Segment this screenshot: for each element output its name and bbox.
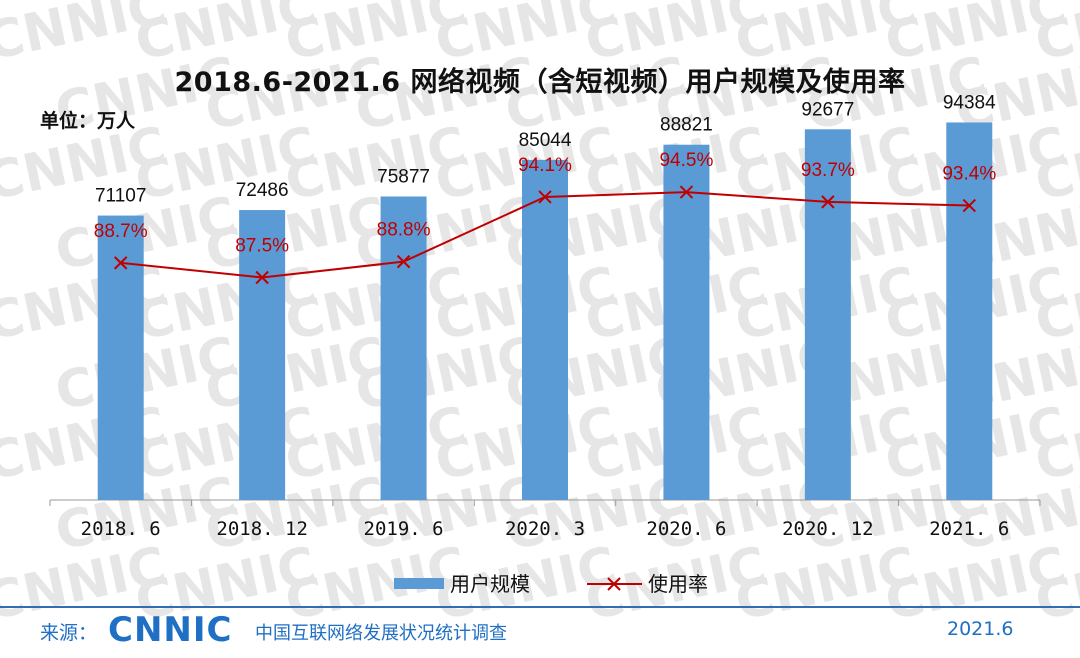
bar-value-label-2: 75877 xyxy=(377,166,430,187)
rate-value-label-2: 88.8% xyxy=(377,220,431,241)
chart-title: 2018.6-2021.6 网络视频（含短视频）用户规模及使用率 xyxy=(174,67,906,98)
cnnic-logo: CNNIC xyxy=(108,610,233,650)
x-tick-label-2: 2019. 6 xyxy=(364,518,444,540)
rate-marker-stroke xyxy=(538,190,552,204)
source-label: 来源： xyxy=(40,622,98,644)
x-tick-label-5: 2020. 12 xyxy=(782,518,874,540)
rate-marker-stroke xyxy=(114,256,128,270)
rate-value-label-4: 94.5% xyxy=(659,150,713,171)
unit-label: 单位：万人 xyxy=(40,110,136,132)
bar-4 xyxy=(663,144,710,500)
rate-value-label-6: 93.4% xyxy=(942,164,996,185)
report-date: 2021.6 xyxy=(947,618,1014,640)
rate-marker-stroke xyxy=(255,270,269,285)
x-tick-label-3: 2020. 3 xyxy=(505,518,585,540)
bar-0 xyxy=(97,215,144,500)
legend-line-marker xyxy=(607,577,621,591)
rate-value-label-3: 94.1% xyxy=(518,155,572,176)
rate-marker-4 xyxy=(679,185,694,199)
bar-value-label-0: 71107 xyxy=(95,186,146,207)
legend-bar-swatch xyxy=(394,578,444,589)
rate-marker-3 xyxy=(538,190,552,204)
rate-marker-0 xyxy=(114,256,128,270)
x-tick-label-1: 2018. 12 xyxy=(216,518,308,540)
rate-marker-6 xyxy=(962,198,976,213)
legend-bar-label: 用户规模 xyxy=(450,572,530,596)
bar-value-label-5: 92677 xyxy=(801,99,854,120)
rate-value-label-5: 93.7% xyxy=(801,160,855,181)
rate-value-label-0: 88.7% xyxy=(94,221,148,242)
rate-marker-2 xyxy=(396,254,411,269)
x-tick-label-6: 2021. 6 xyxy=(929,518,1009,540)
legend-line-label: 使用率 xyxy=(648,572,708,596)
rate-marker-1 xyxy=(255,270,269,285)
rate-marker-stroke xyxy=(821,195,835,209)
rate-marker-stroke xyxy=(396,254,411,269)
rate-marker-stroke xyxy=(962,198,976,213)
bar-value-label-1: 72486 xyxy=(236,180,289,201)
bar-value-label-6: 94384 xyxy=(943,92,996,113)
rate-marker-5 xyxy=(821,195,835,209)
x-tick-label-4: 2020. 6 xyxy=(646,518,726,540)
bar-value-label-3: 85044 xyxy=(519,130,572,151)
footer-divider xyxy=(0,606,1080,608)
bar-3 xyxy=(522,159,568,500)
x-tick-label-0: 2018. 6 xyxy=(81,518,161,540)
bar-2 xyxy=(380,196,427,500)
rate-value-label-1: 87.5% xyxy=(235,236,289,257)
rate-marker-stroke xyxy=(679,185,694,199)
bar-5 xyxy=(804,129,851,501)
bar-1 xyxy=(239,210,286,500)
source-organization: 中国互联网络发展状况统计调查 xyxy=(255,623,507,644)
bar-value-label-4: 88821 xyxy=(660,115,713,136)
bar-6 xyxy=(946,122,993,501)
